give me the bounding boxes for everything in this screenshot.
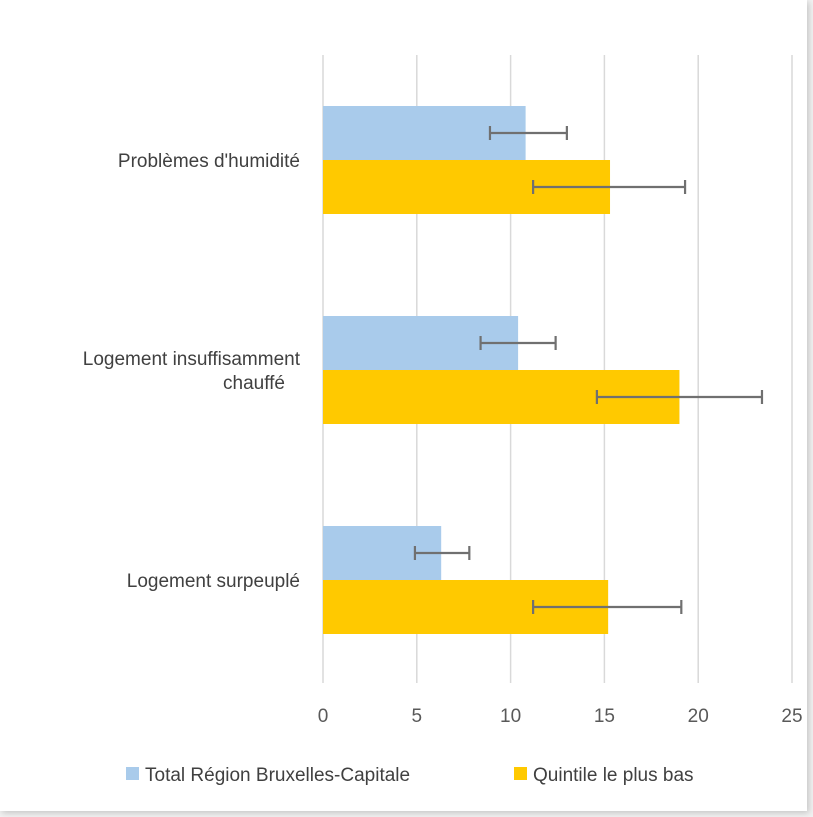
x-tick-label: 10 [500, 706, 521, 727]
x-tick-label: 20 [688, 706, 709, 727]
category-label: Logement insuffisamment chauffé [83, 349, 301, 394]
category-label: Problèmes d'humidité [118, 151, 300, 172]
legend-swatch [126, 767, 139, 780]
legend-item: Quintile le plus bas [514, 765, 694, 786]
legend-label: Quintile le plus bas [533, 765, 694, 786]
bars [323, 106, 680, 634]
category-label: Logement surpeuplé [127, 571, 300, 592]
x-tick-label: 15 [594, 706, 615, 727]
legend-swatch [514, 767, 527, 780]
category-labels: Problèmes d'humidité Logement insuffisamm… [83, 151, 301, 592]
legend-item: Total Région Bruxelles-Capitale [126, 765, 410, 786]
error-bars [413, 126, 764, 614]
x-tick-label: 5 [412, 706, 423, 727]
x-axis-tick-labels: 0 5 10 15 20 25 [318, 706, 803, 727]
x-tick-label: 25 [781, 706, 802, 727]
legend-label: Total Région Bruxelles-Capitale [145, 765, 410, 786]
legend: Total Région Bruxelles-Capitale Quintile … [126, 765, 694, 786]
x-tick-label: 0 [318, 706, 329, 727]
